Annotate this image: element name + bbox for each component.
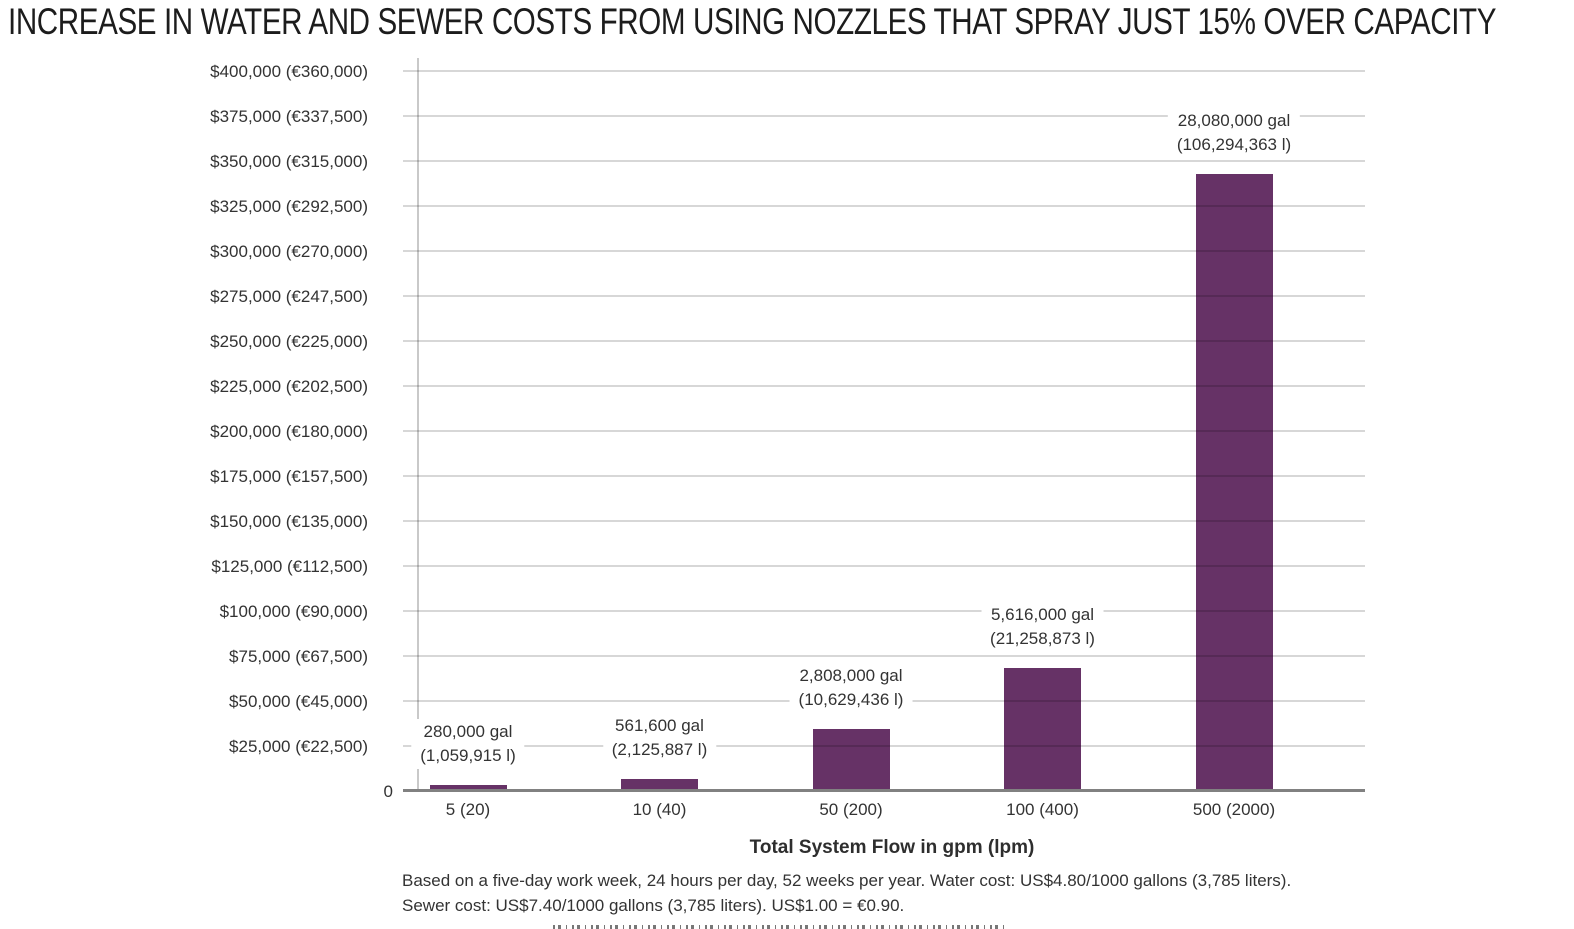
y-tick-label: $125,000 (€112,500) (211, 556, 368, 576)
gridline (403, 565, 1365, 567)
gridline (403, 520, 1365, 522)
bar-value-liters: (10,629,436 l) (798, 690, 904, 710)
bar (812, 729, 890, 791)
gridline (403, 250, 1365, 252)
x-tick-label: 10 (40) (632, 800, 687, 819)
bar (429, 784, 507, 791)
gridline (403, 610, 1365, 612)
footnote-line-2: Sewer cost: US$7.40/1000 gallons (3,785 … (402, 896, 905, 915)
x-tick-label: 5 (20) (445, 800, 491, 819)
x-tick-label: 50 (200) (819, 800, 883, 819)
y-tick-label: $200,000 (€180,000) (210, 421, 368, 441)
bar-value-liters: (2,125,887 l) (611, 739, 708, 759)
gridline (403, 295, 1365, 297)
y-tick-label: $250,000 (€225,000) (210, 331, 368, 351)
bar-value-liters: (106,294,363 l) (1176, 135, 1292, 155)
y-tick-label: $350,000 (€315,000) (210, 151, 368, 171)
bar-value-gallons: 2,808,000 gal (799, 666, 903, 686)
x-tick-label: 100 (400) (1006, 800, 1079, 819)
gridline (403, 745, 1365, 747)
chart-title: INCREASE IN WATER AND SEWER COSTS FROM U… (8, 1, 1497, 42)
gridline (403, 340, 1365, 342)
gridline (403, 160, 1365, 162)
y-tick-label: $400,000 (€360,000) (210, 61, 368, 81)
gridline (403, 655, 1365, 657)
bar-value-label: 5,616,000 gal (21,258,873 l) (981, 601, 1104, 652)
y-tick-label: $225,000 (€202,500) (210, 376, 368, 396)
gridline (403, 70, 1365, 72)
x-axis-title: Total System Flow in gpm (lpm) (749, 837, 1035, 858)
bar (1004, 667, 1081, 791)
y-tick-label: $25,000 (€22,500) (229, 736, 368, 756)
x-tick-label: 500 (2000) (1192, 800, 1276, 819)
y-tick-label: $300,000 (€270,000) (210, 241, 368, 261)
bar-value-liters: (21,258,873 l) (990, 628, 1095, 648)
y-axis-line (417, 58, 419, 791)
y-tick-label: $175,000 (€157,500) (210, 466, 368, 486)
gridline (403, 115, 1365, 117)
gridline (403, 475, 1365, 477)
bar-value-liters: (1,059,915 l) (420, 745, 516, 765)
gridline (403, 385, 1365, 387)
y-tick-label: $75,000 (€67,500) (229, 646, 368, 666)
y-tick-label: $375,000 (€337,500) (210, 106, 368, 126)
bar-value-label: 28,080,000 gal (106,294,363 l) (1167, 108, 1301, 159)
bar (621, 778, 698, 791)
footnote: Based on a five-day work week, 24 hours … (402, 868, 1291, 918)
y-tick-label: $50,000 (€45,000) (229, 691, 368, 711)
clipped-text-remnant (553, 925, 1008, 929)
bar-value-label: 280,000 gal (1,059,915 l) (411, 718, 525, 769)
bar-value-gallons: 5,616,000 gal (990, 604, 1095, 624)
gridline (403, 205, 1365, 207)
y-tick-label: $325,000 (€292,500) (210, 196, 368, 216)
gridline (403, 430, 1365, 432)
bar-value-label: 2,808,000 gal (10,629,436 l) (789, 663, 913, 714)
bar (1195, 174, 1273, 791)
bar-value-gallons: 28,080,000 gal (1177, 111, 1291, 131)
bar-value-label: 561,600 gal (2,125,887 l) (602, 712, 717, 763)
x-axis-line (403, 789, 1365, 792)
y-tick-label: $275,000 (€247,500) (210, 286, 368, 306)
footnote-line-1: Based on a five-day work week, 24 hours … (402, 871, 1292, 890)
y-tick-label: $100,000 (€90,000) (219, 601, 368, 621)
bar-value-gallons: 561,600 gal (615, 715, 704, 735)
bar-value-gallons: 280,000 gal (423, 721, 513, 741)
y-tick-label: 0 (383, 781, 393, 801)
y-tick-label: $150,000 (€135,000) (210, 511, 368, 531)
